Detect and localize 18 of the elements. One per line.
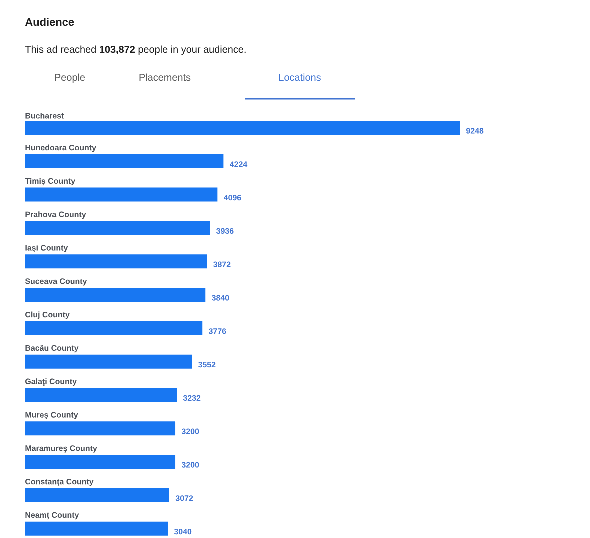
- bar: [25, 121, 460, 135]
- chart-subtitle: This ad reached 103,872 people in your audience.: [25, 46, 246, 56]
- chart-title: Audience: [25, 18, 74, 26]
- bar: [25, 221, 210, 236]
- bar: [25, 388, 178, 402]
- bar: [25, 522, 168, 536]
- bar: [25, 321, 203, 336]
- bar: [25, 188, 218, 202]
- bar: [25, 455, 176, 470]
- text: People: [55, 74, 86, 84]
- bar: [25, 488, 170, 502]
- bar: [25, 154, 224, 168]
- text: Placements: [140, 74, 191, 82]
- bar: [25, 354, 192, 369]
- bar: [25, 288, 206, 302]
- bar: [25, 254, 208, 269]
- bar: [25, 422, 176, 436]
- text: Locations: [279, 74, 321, 82]
